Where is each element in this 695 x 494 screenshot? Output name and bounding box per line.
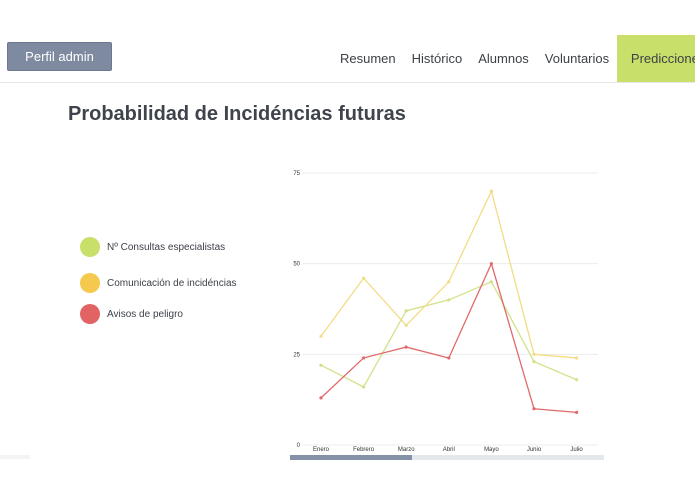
y-tick-label: 75 (293, 171, 300, 177)
nav-item-alumnos[interactable]: Alumnos (478, 51, 529, 66)
data-point (447, 298, 451, 302)
nav-item-predicciones[interactable]: Predicciones (617, 35, 695, 82)
legend-dot-comunicacion (80, 273, 100, 293)
data-point (489, 262, 493, 266)
data-point (532, 359, 536, 364)
y-tick-label: 0 (297, 443, 301, 449)
data-point (575, 410, 579, 414)
data-point (319, 334, 323, 338)
data-point (319, 363, 323, 367)
x-tick-label: Abril (443, 447, 455, 453)
legend-label: Avisos de peligro (107, 308, 183, 320)
series-line (320, 261, 577, 414)
series-line (320, 189, 577, 359)
top-navigation-bar: Perfil admin Resumen Histórico Alumnos V… (0, 0, 695, 83)
admin-profile-button[interactable]: Perfil admin (7, 42, 112, 71)
legend-item-consultas: Nº Consultas especialistas (80, 236, 237, 258)
nav-item-voluntarios[interactable]: Voluntarios (544, 51, 610, 66)
page-title: Probabilidad de Incidéncias futuras (68, 103, 406, 125)
legend-dot-consultas (80, 237, 100, 257)
data-point (404, 323, 408, 327)
y-tick-label: 25 (293, 352, 300, 358)
scrollbar-thumb[interactable] (290, 455, 413, 460)
legend-dot-avisos (80, 304, 100, 324)
data-point (532, 352, 536, 356)
data-point (447, 356, 451, 360)
chart-scrollbar[interactable] (290, 455, 604, 460)
x-tick-label: Enero (313, 447, 330, 453)
x-tick-label: Junio (527, 447, 542, 453)
legend-label: Comunicación de incidéncias (107, 277, 237, 289)
data-point (362, 385, 366, 389)
x-tick-label: Julio (570, 447, 583, 453)
x-tick-label: Mayo (484, 447, 499, 453)
nav-item-historico[interactable]: Histórico (411, 51, 463, 66)
chart-legend: Nº Consultas especialistas Comunicación … (80, 236, 237, 339)
legend-label: Nº Consultas especialistas (107, 241, 226, 253)
data-point (319, 396, 323, 400)
x-tick-label: Febrero (353, 447, 375, 453)
series-line (320, 280, 577, 388)
data-point (532, 407, 536, 411)
data-point (489, 280, 493, 284)
data-point (362, 356, 366, 360)
x-tick-label: Marzo (398, 447, 415, 453)
main-nav: Resumen Histórico Alumnos Voluntarios Pr… (332, 35, 695, 82)
line-chart: 0 25 50 75 Enero Febrero Marzo Abril Mayo Junio Ju… (293, 171, 598, 453)
legend-item-comunicacion: Comunicación de incidéncias (80, 272, 237, 294)
data-point (575, 378, 579, 382)
data-point (404, 309, 408, 313)
legend-item-avisos: Avisos de peligro (80, 303, 237, 325)
data-point (489, 189, 493, 193)
nav-item-resumen[interactable]: Resumen (340, 51, 396, 66)
divider (0, 455, 30, 459)
data-point (447, 280, 451, 284)
data-point (575, 356, 579, 360)
y-tick-label: 50 (293, 262, 300, 268)
data-point (362, 276, 366, 280)
data-point (404, 345, 408, 349)
